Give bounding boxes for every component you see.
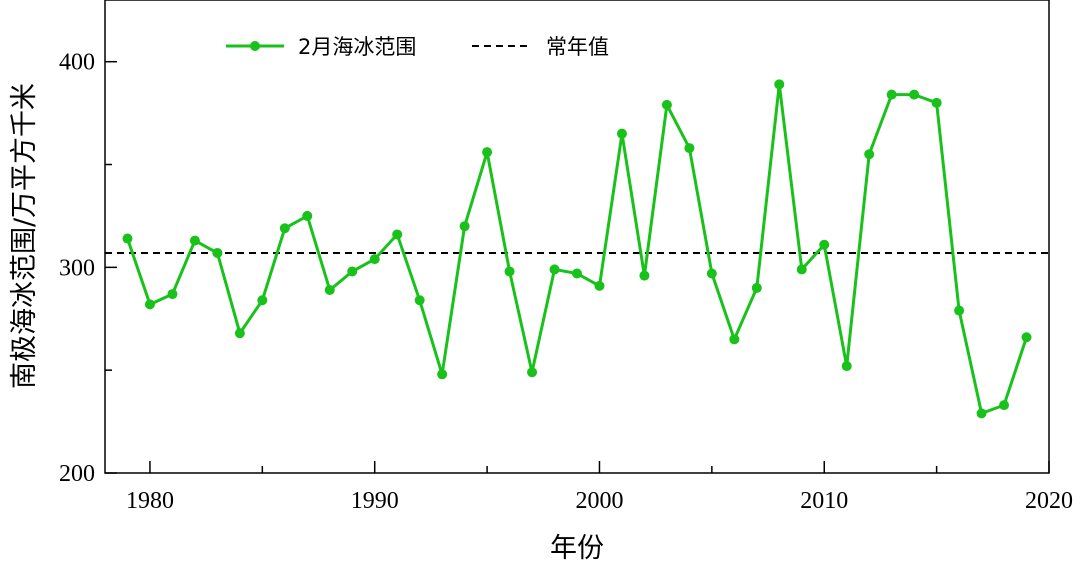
data-point bbox=[257, 295, 268, 306]
data-point bbox=[729, 334, 740, 345]
data-point bbox=[459, 221, 470, 232]
data-point bbox=[122, 233, 133, 244]
data-point bbox=[841, 361, 852, 372]
data-point bbox=[639, 270, 650, 281]
legend-label-normal: 常年值 bbox=[546, 35, 609, 59]
data-point bbox=[212, 247, 223, 258]
data-point bbox=[279, 223, 290, 234]
data-point bbox=[437, 369, 448, 380]
data-point bbox=[616, 128, 627, 139]
data-point bbox=[706, 268, 717, 279]
data-point bbox=[302, 210, 313, 221]
x-axis-ticks: 1980 1990 2000 2010 2020 bbox=[126, 461, 1073, 514]
x-tick-label: 2010 bbox=[800, 488, 848, 514]
data-point bbox=[189, 235, 200, 246]
data-point bbox=[167, 289, 178, 300]
data-point bbox=[1021, 332, 1032, 343]
data-point bbox=[976, 408, 987, 419]
data-point bbox=[684, 143, 695, 154]
y-axis-ticks: 200 300 400 bbox=[59, 50, 117, 487]
data-point bbox=[886, 89, 897, 100]
data-point bbox=[572, 268, 582, 279]
data-point bbox=[549, 264, 560, 275]
sea-ice-extent-points bbox=[122, 79, 1032, 419]
data-point bbox=[819, 239, 830, 250]
y-tick-label: 400 bbox=[59, 50, 95, 76]
x-axis-title: 年份 bbox=[550, 533, 604, 562]
x-tick-label: 1990 bbox=[351, 488, 399, 514]
sea-ice-extent-line bbox=[126, 84, 1028, 416]
x-tick-label: 2020 bbox=[1025, 488, 1073, 514]
x-tick-label: 2000 bbox=[575, 488, 623, 514]
data-point bbox=[482, 147, 493, 158]
x-tick-label: 1980 bbox=[126, 488, 174, 514]
data-point bbox=[661, 99, 672, 110]
data-point bbox=[751, 282, 762, 293]
data-point bbox=[324, 284, 335, 295]
data-point bbox=[864, 149, 875, 160]
legend-label-extent: 2月海冰范围 bbox=[298, 35, 416, 59]
legend: 2月海冰范围 常年值 bbox=[226, 35, 609, 59]
data-point bbox=[931, 97, 942, 108]
data-point bbox=[144, 299, 155, 310]
data-point bbox=[414, 295, 425, 306]
data-point bbox=[234, 328, 245, 339]
legend-marker-extent bbox=[250, 41, 260, 51]
y-tick-label: 200 bbox=[59, 461, 95, 487]
data-point bbox=[594, 280, 605, 291]
data-point bbox=[392, 229, 403, 240]
data-point bbox=[954, 305, 965, 316]
data-point bbox=[369, 254, 380, 265]
y-tick-label: 300 bbox=[59, 255, 95, 281]
plot-frame bbox=[104, 0, 1050, 474]
data-point bbox=[504, 266, 515, 277]
y-axis-title: 南极海冰范围/万平方千米 bbox=[9, 83, 40, 389]
data-point bbox=[796, 264, 807, 275]
data-point bbox=[347, 266, 358, 277]
data-point bbox=[999, 400, 1010, 411]
data-point bbox=[909, 89, 920, 100]
data-point bbox=[527, 367, 538, 378]
data-point bbox=[774, 79, 785, 90]
